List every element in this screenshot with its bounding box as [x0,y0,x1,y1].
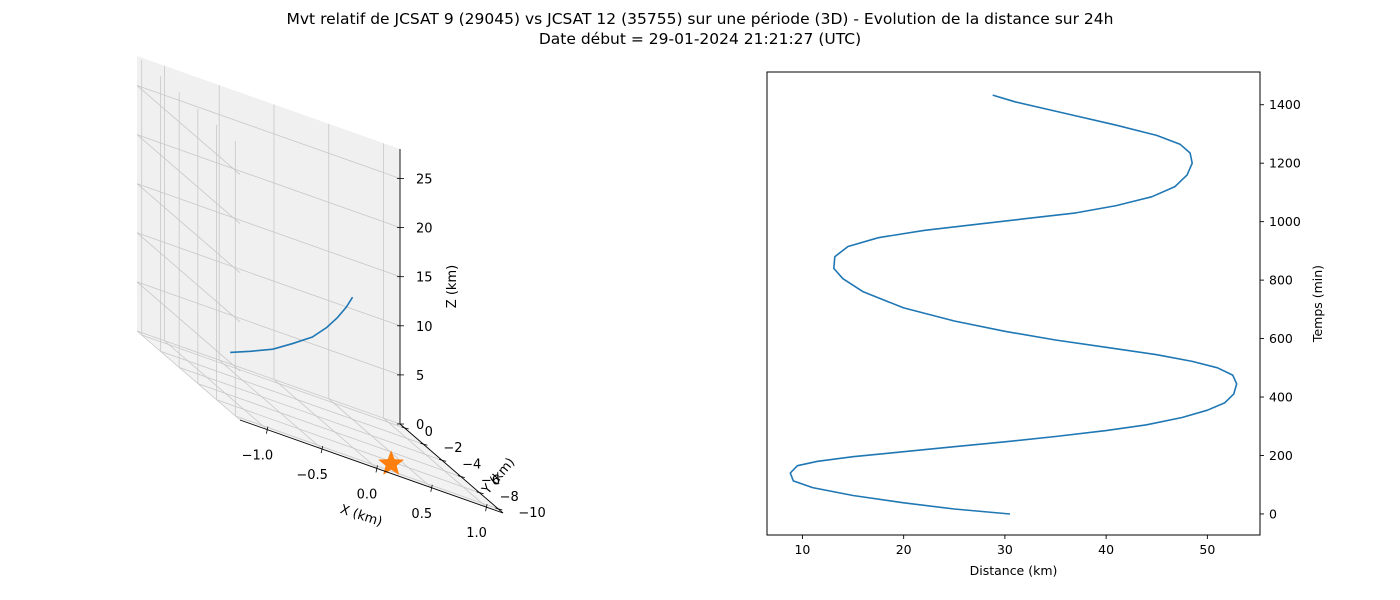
y-tick-label: −6 [481,474,500,489]
z-axis-label: Z (km) [445,265,460,308]
grid-line-x-floor [218,359,323,450]
y-tick-label: 0 [1269,506,1277,521]
x-tick-label: 10 [794,542,810,557]
y-tick-label: 600 [1269,331,1293,346]
y-tick-label: −2 [443,441,462,456]
x-axis-line [239,419,504,514]
grid-line-z-left [136,281,241,372]
grid-line-x-floor [273,379,378,469]
grid-line-z-left [136,330,241,421]
x-tick [485,504,488,512]
y-tick [420,442,428,446]
z-tick-label: 0 [416,418,424,433]
x-tick-label: 0.5 [411,507,432,522]
grid-line-z-back [136,85,401,179]
trajectory-line [230,296,354,354]
z-tick-label: 5 [416,369,424,384]
x-tick-label: 0.0 [357,487,378,502]
chart-3d-trajectory: −1.0 −0.5 0.0 0.5 1.0 0 −2−4−6−8−10 0 5 10 15 20 25 X… [136,56,546,541]
x-tick [266,426,269,434]
distance-line [789,94,1238,515]
z-tick-label: 25 [416,172,433,187]
grid-line-y-floor [197,383,461,477]
y-tick [457,475,465,478]
x-tick [375,465,378,473]
grid-line-z-back [136,134,401,228]
x-tick [320,445,324,454]
grid-line-z-back [136,232,401,327]
grid-line-y-floor [235,415,499,510]
grid-line-z-back [136,330,401,425]
grid-line-y-floor [179,367,443,461]
z-tick-label: 10 [416,320,433,335]
y-tick [495,507,503,511]
y-tick [476,491,484,495]
y-axis-label: Temps (min) [1310,265,1325,343]
x-axis-label: Distance (km) [970,563,1058,578]
x-tick-label: 50 [1199,542,1215,557]
x-tick [430,484,433,492]
grid-line-z-back [136,281,401,376]
y-tick-label: −10 [518,506,545,521]
y-tick-label: 400 [1269,390,1293,405]
z-tick-label: 15 [416,271,433,286]
y-tick-label: 200 [1269,448,1293,463]
grid-line-z-left [136,85,241,175]
y-tick [401,426,409,430]
pane-floor [137,331,503,513]
y-tick-label: 800 [1269,273,1293,288]
x-tick-label: −0.5 [296,468,328,483]
plot-area-frame [766,71,1261,536]
grid-line-z-left [136,183,241,273]
y-tick-label: −4 [462,457,481,472]
grid-line-x-floor [383,417,487,508]
y-tick [439,459,447,462]
x-tick-label: 40 [1098,542,1114,557]
y-tick-label: −8 [500,490,519,505]
grid-line-z-left [136,232,241,323]
grid-line-y-floor [141,334,405,429]
y-tick-label: 1200 [1269,156,1301,171]
figure-title-line-1: Mvt relatif de JCSAT 9 (29045) vs JCSAT … [286,10,1114,28]
grid-line-y-floor [216,399,480,494]
grid-line-z-back [136,183,401,278]
grid-line-x-floor [164,340,268,430]
x-axis-label: X (km) [338,502,384,530]
chart-distance-vs-time: 10 20 30 40 50 0 200 400 600 800 1000 1200 1400 Dista… [766,71,1325,578]
y-tick-label: 0 [425,425,433,440]
y-tick-label: 1400 [1269,97,1301,112]
x-tick-label: −1.0 [242,449,274,464]
pane-back [137,56,400,424]
x-tick-label: 20 [896,542,912,557]
y-tick-label: 1000 [1269,214,1301,229]
start-marker-star-icon [378,450,405,475]
x-tick-label: 30 [997,542,1013,557]
x-tick-label: 1.0 [466,526,487,541]
z-tick-label: 20 [416,222,433,237]
grid-line-y-floor [160,350,424,445]
grid-line-z-left [136,134,241,224]
y-axis-line [399,423,504,514]
figure-title-line-2: Date début = 29-01-2024 21:21:27 (UTC) [538,30,862,48]
grid-line-x-floor [328,398,433,489]
